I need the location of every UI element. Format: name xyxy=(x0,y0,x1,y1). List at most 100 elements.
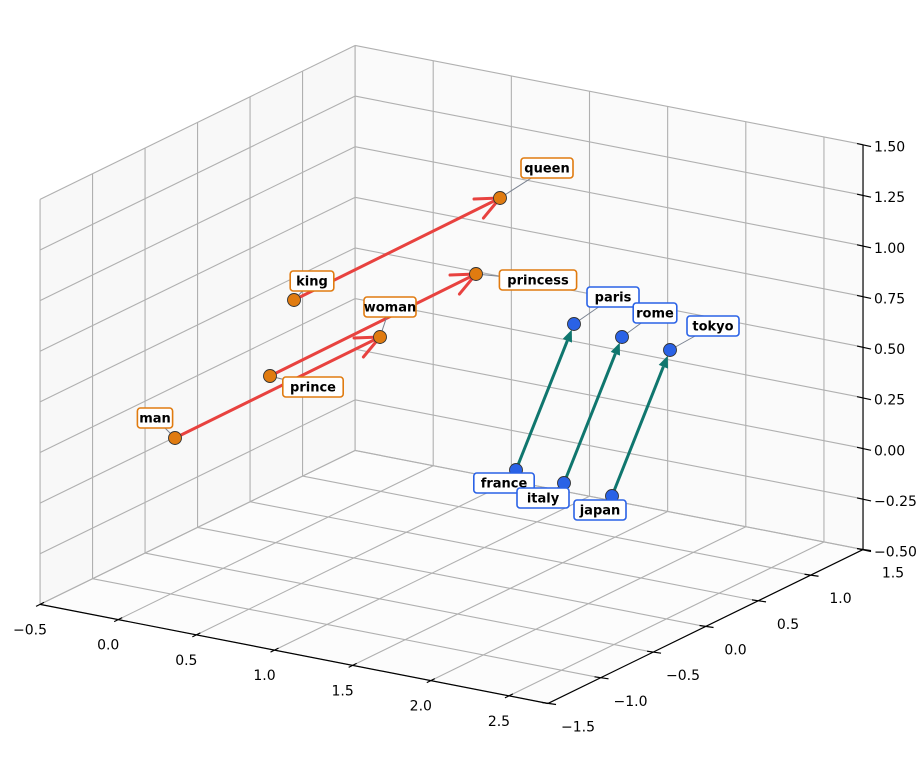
x-tick xyxy=(504,693,514,699)
grid-line-z-back xyxy=(354,95,864,196)
tick-labels: −0.5 0.0 0.5 1.0 1.5 2.0 2.5 −1.5 −1.0 −0.5 0.0 0.5… xyxy=(13,140,917,736)
x-tick xyxy=(192,632,201,638)
label-box xyxy=(363,296,417,318)
z-tick xyxy=(856,345,872,350)
z-tick xyxy=(856,446,872,451)
label-text: rome xyxy=(636,307,674,322)
arrow-prince-princess xyxy=(268,272,478,378)
x-tick-label: 0.0 xyxy=(97,638,119,654)
label-text: woman xyxy=(364,301,417,316)
y-tick-label: 1.0 xyxy=(829,591,851,607)
z-tick-label: 0.00 xyxy=(874,443,905,459)
grid-line-y-floor xyxy=(197,526,706,628)
label-text: man xyxy=(139,412,171,427)
label-woman: woman xyxy=(363,296,417,318)
point-tokyo xyxy=(663,343,677,357)
z-tick-label: −0.25 xyxy=(874,494,917,510)
y-tick xyxy=(804,573,819,577)
label-paris: paris xyxy=(586,286,640,308)
arrowhead-paris xyxy=(562,329,573,343)
x-tick xyxy=(113,617,123,623)
point-queen xyxy=(493,191,507,205)
point-prince xyxy=(263,369,277,383)
arrow-france-paris xyxy=(514,340,569,471)
label-box xyxy=(686,315,740,337)
point-labels: man woman king queen prince princess france par… xyxy=(136,157,740,521)
point-king xyxy=(287,293,301,307)
arrowhead-tokyo xyxy=(658,355,669,369)
arrow-man-woman xyxy=(173,335,382,440)
x-tick-label: 1.0 xyxy=(253,668,275,684)
z-tick-label: 1.00 xyxy=(874,241,905,257)
grid-line-z-back xyxy=(354,146,864,247)
y-tick-label: 0.5 xyxy=(777,617,799,633)
y-tick-label: −1.5 xyxy=(561,719,595,735)
grid-line-z-back xyxy=(354,399,864,500)
arrow-japan-tokyo xyxy=(610,366,665,497)
z-tick-label: −0.50 xyxy=(874,545,917,561)
y-tick-label: −1.0 xyxy=(614,694,648,710)
x-tick xyxy=(348,662,357,668)
z-tick xyxy=(856,497,872,502)
point-woman xyxy=(373,330,387,344)
label-box xyxy=(281,376,344,398)
label-text: france xyxy=(481,477,528,492)
x-axis-line xyxy=(39,603,549,705)
z-tick xyxy=(856,547,872,553)
label-box xyxy=(632,302,678,324)
label-box xyxy=(586,286,640,308)
label-rome: rome xyxy=(632,302,678,324)
arrowhead-rome xyxy=(610,342,621,356)
label-text: italy xyxy=(527,492,560,507)
label-queen: queen xyxy=(520,157,574,179)
x-tick xyxy=(35,601,45,607)
x-tick xyxy=(270,647,279,653)
label-king: king xyxy=(289,270,335,292)
label-man: man xyxy=(136,407,174,429)
z-tick xyxy=(856,244,872,249)
x-tick-label: −0.5 xyxy=(13,622,47,638)
y-tick-label: 1.5 xyxy=(882,566,904,582)
point-paris xyxy=(567,317,581,331)
grid-line-z-left xyxy=(39,449,356,605)
y-tick xyxy=(699,624,714,629)
grid-line-y-floor xyxy=(144,552,654,653)
grid-line-y-floor xyxy=(92,578,601,679)
label-text: japan xyxy=(579,504,621,519)
z-tick-label: 0.50 xyxy=(874,342,905,358)
label-text: prince xyxy=(290,381,336,396)
x-tick-label: 0.5 xyxy=(175,653,197,669)
label-text: paris xyxy=(595,291,632,306)
label-japan: japan xyxy=(573,499,627,521)
label-text: tokyo xyxy=(692,320,733,335)
label-box xyxy=(516,487,570,509)
label-tokyo: tokyo xyxy=(686,315,740,337)
grid-line-z-back xyxy=(354,44,864,146)
axis-panes xyxy=(40,45,864,704)
label-box xyxy=(520,157,574,179)
label-text: queen xyxy=(524,162,569,177)
z-tick-label: 0.25 xyxy=(874,393,905,409)
x-tick-label: 1.5 xyxy=(332,683,354,699)
grid-line-z-left xyxy=(39,298,356,453)
grid-line-y-floor xyxy=(302,475,811,576)
grid-line-z-back xyxy=(354,196,864,297)
label-text: king xyxy=(296,275,328,290)
grid-line-z-left xyxy=(39,146,356,302)
axis-lines xyxy=(35,142,872,706)
point-rome xyxy=(615,330,629,344)
grid-line-z-back xyxy=(354,348,864,449)
grid-line-z-left xyxy=(39,196,356,352)
y-tick xyxy=(751,599,767,603)
point-princess xyxy=(469,267,483,281)
arrow-italy-rome xyxy=(562,353,617,484)
x-tick xyxy=(426,678,436,684)
z-tick xyxy=(856,396,872,401)
x-tick-label: 2.5 xyxy=(488,714,510,730)
label-text: princess xyxy=(507,274,569,289)
y-tick-label: 0.0 xyxy=(724,643,746,659)
x-tick-label: 2.0 xyxy=(410,699,432,715)
grid-line-y-floor xyxy=(249,501,759,602)
y-tick-label: −0.5 xyxy=(666,668,700,684)
